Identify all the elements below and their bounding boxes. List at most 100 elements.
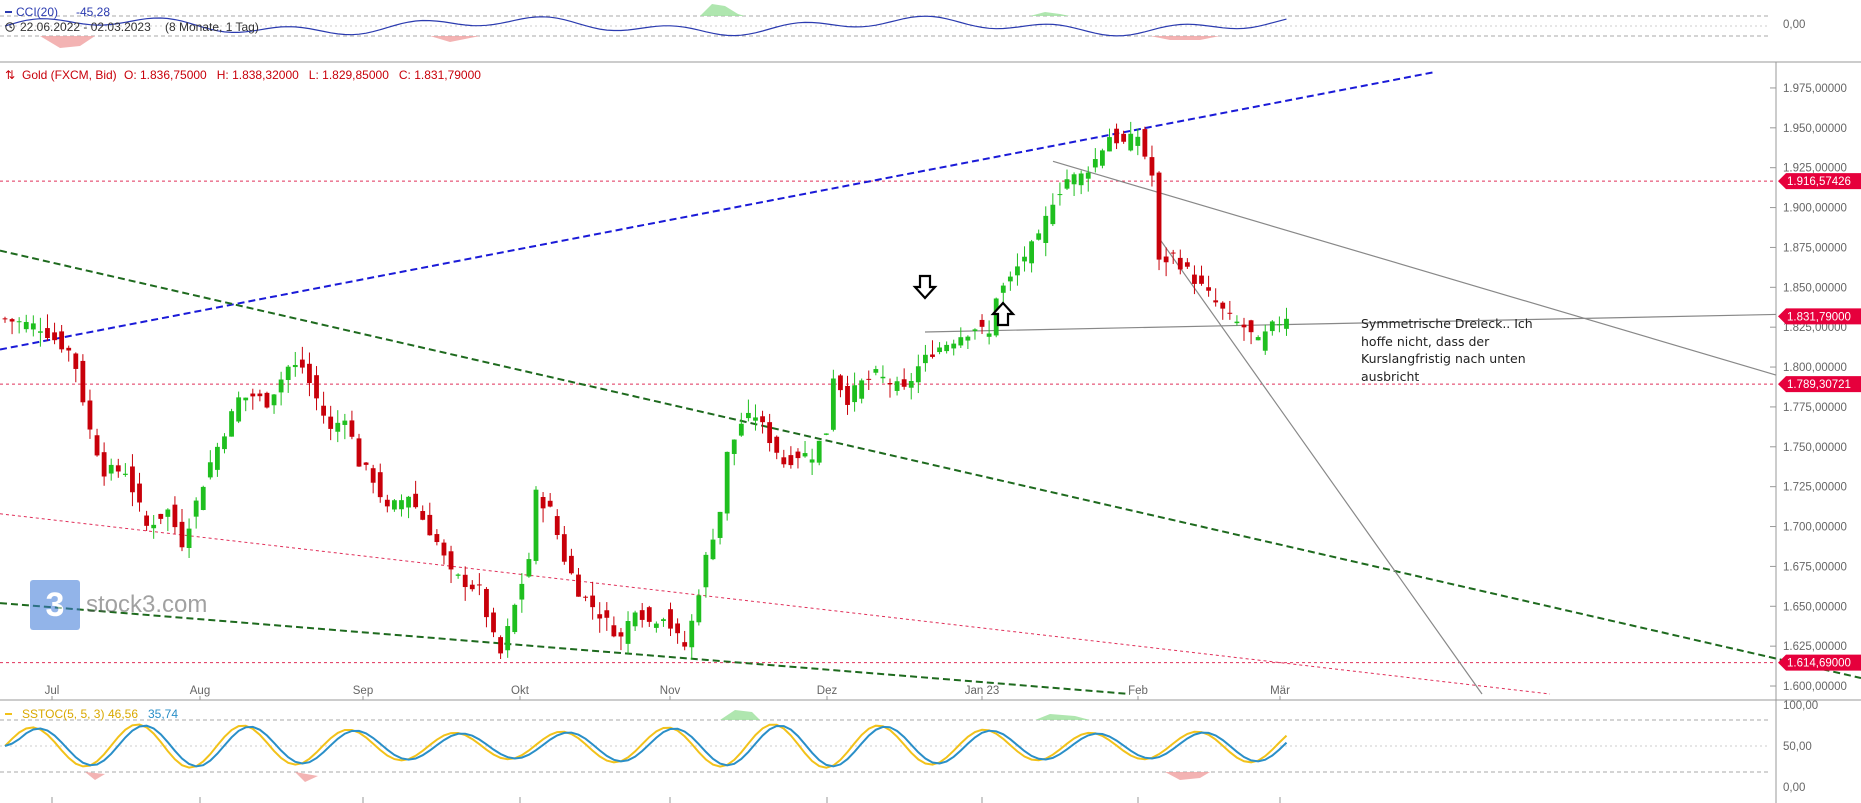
candle-down (87, 400, 93, 430)
ohlc-label: O: 1.836,75000 H: 1.838,32000 L: 1.829,8… (124, 68, 481, 82)
candle-up (993, 298, 999, 336)
candle-down (1241, 324, 1247, 328)
candle-up (1092, 159, 1098, 168)
candle-up (753, 417, 758, 421)
stoch-axis-0: 0,00 (1783, 782, 1805, 794)
candle-up (937, 347, 942, 353)
candle-up (1015, 266, 1020, 276)
y-tick-label: 1.950,00000 (1783, 123, 1847, 135)
candle-up (710, 539, 716, 560)
candle-down (901, 379, 907, 387)
candle-down (590, 595, 596, 608)
candle-down (1156, 172, 1162, 260)
candle-down (377, 472, 383, 498)
candle-up (1128, 133, 1134, 151)
candle-up (908, 380, 914, 388)
candle-up (1022, 256, 1027, 262)
cci-axis-label: 0,00 (1783, 19, 1805, 31)
candle-up (38, 331, 43, 333)
y-tick-label: 1.650,00000 (1783, 601, 1847, 613)
candle-up (207, 462, 213, 478)
candle-down (101, 452, 107, 477)
red-dotted-trendline (0, 513, 1551, 695)
candle-up (632, 612, 638, 627)
candle-down (94, 435, 100, 456)
candle-up (1043, 215, 1049, 243)
price-badge-label: 1.916,57426 (1787, 176, 1851, 188)
candle-up (965, 336, 971, 341)
candle-up (122, 473, 128, 475)
candle-up (399, 500, 404, 510)
candle-up (222, 436, 227, 450)
candle-up (229, 411, 234, 437)
candle-up (816, 440, 822, 463)
candle-up (526, 559, 532, 577)
green-trendline-upper (0, 249, 1861, 680)
up-arrow-icon (990, 301, 1016, 327)
candle-down (1163, 256, 1169, 263)
stock3-logo-icon: 3 (30, 580, 80, 630)
candle-down (59, 331, 65, 350)
candle-up (1071, 174, 1077, 185)
candle-up (1100, 150, 1105, 166)
stoch-d-line (4, 724, 1288, 768)
candle-up (278, 379, 284, 393)
candle-down (349, 420, 355, 437)
date-range: 22.06.2022 - 02.03.2023 (20, 20, 151, 34)
down-arrow-icon (912, 274, 938, 300)
candle-down (491, 612, 496, 633)
candle-up (859, 380, 865, 399)
candle-down (1177, 257, 1183, 270)
candle-down (321, 405, 326, 416)
cci-positive-area (700, 4, 1070, 16)
candle-up (873, 369, 879, 373)
candle-up (1085, 172, 1091, 179)
month-label: Mär (1270, 685, 1290, 697)
candle-down (130, 466, 135, 493)
candle-down (1248, 320, 1254, 333)
month-label: Dez (817, 685, 838, 697)
candle-up (802, 453, 808, 457)
candle-up (830, 378, 836, 430)
candle-up (342, 420, 348, 425)
candle-up (653, 623, 659, 628)
candle-up (958, 337, 964, 346)
candle-up (285, 366, 291, 380)
candle-down (1206, 287, 1211, 291)
price-badge (1778, 173, 1861, 190)
candle-up (519, 583, 525, 600)
date-range-note: (8 Monate, 1 Tag) (165, 20, 259, 34)
candle-up (724, 451, 730, 514)
cci-legend: CCI(20) -45,28 22.06.2022 - 02.03.2023 (… (5, 5, 259, 34)
candle-up (16, 321, 22, 323)
candle-down (356, 438, 362, 467)
candle-up (1057, 194, 1063, 196)
candle-up (200, 486, 206, 510)
candle-up (186, 528, 192, 548)
candle-down (66, 347, 72, 351)
triangle-upper-line (1052, 160, 1777, 376)
candle-down (9, 319, 15, 322)
candle-up (951, 343, 957, 349)
candle-down (611, 625, 617, 637)
candle-up (1269, 321, 1275, 332)
price-badge (1778, 654, 1861, 671)
stoch-panel: 100,00 50,00 0,00 (0, 700, 1818, 794)
candle-up (809, 459, 815, 463)
candle-up (1029, 241, 1034, 264)
candle-down (307, 363, 312, 384)
candle-up (271, 394, 277, 406)
candle-down (597, 614, 603, 619)
candle-down (363, 462, 369, 465)
candle-down (1213, 300, 1219, 303)
candle-down (1220, 302, 1226, 309)
candle-up (1255, 337, 1261, 341)
candle-down (547, 500, 553, 507)
candle-up (972, 329, 978, 332)
candle-down (682, 642, 688, 647)
main-legend: ⇅ Gold (FXCM, Bid) O: 1.836,75000 H: 1.8… (5, 68, 481, 82)
watermark-text: stock3.com (86, 591, 208, 618)
triangle-lower-line (924, 313, 1777, 333)
stoch-axis-50: 50,00 (1783, 741, 1812, 753)
